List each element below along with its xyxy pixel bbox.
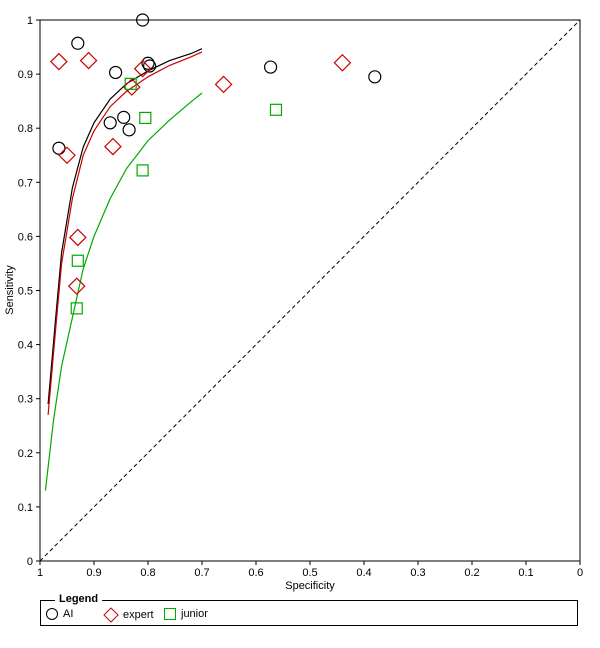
expert-point [133, 59, 152, 78]
y-tick-label: 0.9 [18, 69, 33, 81]
junior-point [269, 103, 283, 116]
x-axis-label: Specificity [285, 580, 335, 592]
ai-point [122, 123, 136, 137]
y-tick-label: 0 [27, 556, 33, 568]
y-tick-label: 0.7 [18, 177, 33, 189]
y-tick-label: 0.2 [18, 448, 33, 460]
ai-sroc-curve [47, 48, 203, 405]
legend-title: Legend [55, 593, 103, 605]
expert-point [122, 78, 141, 96]
x-tick-label: 0.5 [302, 567, 317, 579]
chart: 1 0.9 0.8 0.7 0.6 0.5 0.4 0.3 0.2 0.1 0 0 0.1 0.2 0.3… [4, 13, 583, 592]
ai-point [263, 60, 278, 74]
expert-point [214, 75, 233, 94]
expert-point [333, 53, 352, 72]
ai-point [71, 36, 85, 50]
junior-point [136, 164, 149, 177]
x-tick-label: 0.3 [410, 567, 425, 579]
junior-point [139, 111, 152, 125]
legend-item-junior: junior [163, 607, 208, 621]
expert-point [58, 146, 76, 165]
y-tick-label: 0.1 [18, 502, 33, 514]
x-tick-label: 0.4 [356, 567, 371, 579]
legend-label-expert: expert [123, 609, 154, 621]
y-tick-label: 1 [27, 15, 33, 27]
legend-square-icon [164, 608, 176, 620]
expert-sroc-curve [47, 51, 203, 415]
ai-point [103, 116, 117, 130]
y-tick-label: 0.4 [18, 340, 33, 352]
junior-point [124, 77, 137, 90]
x-tick-label: 0.6 [248, 567, 263, 579]
legend-diamond-icon [103, 607, 119, 623]
y-tick-label: 0.3 [18, 394, 33, 406]
y-tick-label: 0.5 [18, 286, 33, 298]
reference-diagonal [39, 19, 581, 562]
study-markers [50, 13, 382, 315]
x-tick-label: 0.7 [194, 567, 209, 579]
legend-item-expert: expert [103, 607, 154, 623]
ai-point [108, 65, 123, 80]
y-tick-label: 0.6 [18, 231, 33, 243]
x-tick-label: 0.8 [140, 567, 155, 579]
junior-sroc-curve [44, 92, 203, 491]
ai-point [368, 70, 382, 84]
x-tick-label: 0.1 [518, 567, 533, 579]
y-axis-label: Sensitivity [4, 265, 16, 315]
expert-point [68, 228, 87, 247]
legend-label-junior: junior [181, 608, 208, 620]
ai-point [143, 59, 157, 73]
legend-circle-icon [46, 608, 58, 620]
y-axis: 0 0.1 0.2 0.3 0.4 0.5 0.6 0.7 0.8 0.9 1 [18, 15, 40, 568]
x-tick-label: 0 [577, 567, 583, 579]
ai-point [141, 56, 155, 70]
expert-point [50, 52, 68, 71]
y-tick-label: 0.8 [18, 123, 33, 135]
expert-point [104, 137, 122, 156]
expert-point [67, 277, 86, 296]
ai-point [52, 141, 66, 155]
x-tick-label: 0.2 [464, 567, 479, 579]
ai-point [117, 110, 131, 124]
legend-label-ai: AI [63, 608, 74, 620]
legend: Legend AI expert junior [40, 593, 578, 626]
legend-item-ai: AI [45, 607, 73, 621]
x-tick-label: 0.9 [86, 567, 101, 579]
expert-point [79, 51, 98, 70]
ai-point [136, 13, 150, 27]
junior-point [71, 254, 84, 267]
junior-point [70, 302, 83, 315]
sroc-curves [44, 48, 203, 491]
x-tick-label: 1 [37, 567, 43, 579]
x-axis: 1 0.9 0.8 0.7 0.6 0.5 0.4 0.3 0.2 0.1 0 [37, 561, 583, 579]
